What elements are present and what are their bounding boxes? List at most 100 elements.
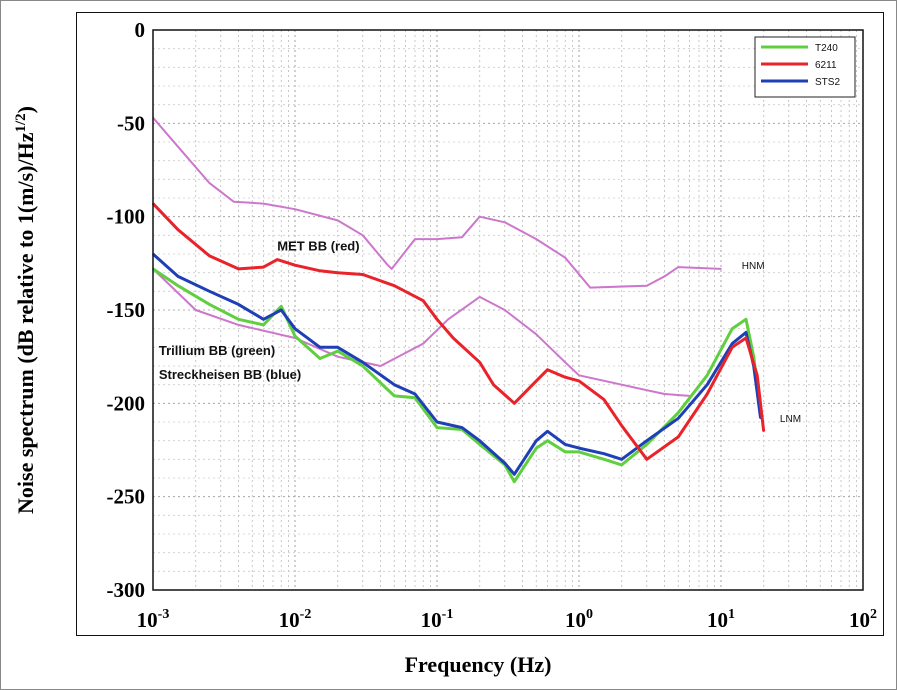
data-point (578, 374, 580, 377)
data-point (603, 452, 605, 455)
data-point (677, 417, 680, 420)
series-line-hnm (152, 117, 722, 289)
data-point (276, 258, 279, 261)
data-point (745, 337, 747, 339)
data-point (237, 324, 240, 326)
data-point (447, 318, 450, 321)
series-line-t240 (152, 267, 763, 484)
data-point (513, 480, 516, 483)
data-point (336, 271, 339, 274)
data-point (620, 424, 623, 427)
data-point (336, 219, 339, 222)
data-point (232, 200, 235, 203)
data-point (294, 335, 296, 337)
data-point (422, 299, 425, 302)
data-point (546, 368, 549, 371)
annotation-streckheisen-bb-blue: Streckheisen BB (blue) (159, 367, 301, 382)
y-axis-title-main: Noise spectrum (dB relative to 1(m/s)/Hz (13, 132, 38, 514)
data-point (478, 296, 481, 298)
data-point (546, 430, 549, 433)
annotation-lnm: LNM (780, 414, 801, 425)
data-point (731, 342, 734, 345)
y-axis-title-exponent: 1/2 (13, 113, 29, 132)
annotations: MET BB (red) Trillium BB (green) Streckhei… (159, 238, 801, 425)
x-axis-title: Frequency (Hz) (405, 652, 552, 677)
data-point (177, 228, 179, 231)
data-point (393, 383, 396, 386)
grid (152, 29, 864, 591)
annotation-trillium-bb-green: Trillium BB (green) (159, 343, 275, 358)
x-tick-exponent: 0 (586, 607, 593, 622)
data-point (745, 318, 747, 321)
data-point (663, 393, 666, 395)
data-point (336, 350, 339, 352)
data-point (436, 426, 438, 429)
annotation-met-bb-red: MET BB (red) (277, 238, 359, 253)
figure-inner-frame (76, 12, 884, 636)
data-point (603, 458, 605, 461)
data-point (181, 150, 183, 153)
data-point (336, 346, 339, 349)
data-point (603, 398, 605, 401)
data-point (503, 462, 506, 464)
data-point (492, 383, 495, 386)
data-point (564, 256, 567, 259)
x-tick-base: 10 (279, 608, 300, 632)
data-point (436, 238, 438, 240)
data-point (620, 458, 623, 461)
data-point (294, 264, 296, 267)
data-point (478, 439, 481, 442)
data-point (762, 430, 765, 433)
data-point (645, 458, 648, 461)
data-point (262, 266, 265, 268)
data-point (461, 426, 463, 429)
data-point (745, 331, 747, 334)
y-tick-label: -100 (107, 205, 146, 229)
data-point (208, 255, 211, 257)
x-tick-base: 10 (421, 608, 442, 632)
data-point (208, 182, 211, 184)
data-point (720, 268, 722, 270)
data-point (361, 365, 364, 367)
data-point (677, 411, 680, 414)
series-line-met-bb-red (151, 202, 766, 461)
data-point (414, 396, 416, 399)
x-tick-label: 101 (707, 607, 735, 632)
series-line-lnm (152, 268, 690, 397)
data-point (319, 357, 321, 360)
legend: T240 6211 STS2 (754, 36, 856, 98)
y-axis-title-close: ) (13, 106, 38, 113)
data-point (436, 318, 438, 321)
data-point (478, 215, 481, 218)
x-tick-base: 10 (137, 608, 158, 632)
data-point (262, 324, 265, 326)
annotation-hnm: HNM (742, 261, 765, 272)
x-tick-base: 10 (565, 608, 586, 632)
data-point (452, 337, 454, 339)
y-tick-label: -200 (107, 391, 146, 415)
data-point (280, 309, 283, 311)
data-point (390, 268, 393, 270)
data-point (503, 221, 506, 224)
data-point (513, 402, 516, 405)
y-tick-label: 0 (135, 18, 146, 42)
y-axis-title: Noise spectrum (dB relative to 1(m/s)/Hz… (13, 106, 38, 514)
data-point (620, 464, 623, 466)
y-tick-label: -300 (107, 578, 146, 602)
x-tick-exponent: 1 (728, 607, 735, 622)
data-point (422, 342, 425, 345)
data-point (237, 303, 240, 306)
data-point (503, 309, 506, 311)
data-point (194, 309, 197, 311)
data-point (379, 365, 382, 367)
data-point (564, 451, 567, 453)
data-point (177, 284, 179, 287)
series-line-sts2 (151, 252, 763, 476)
data-point (578, 451, 580, 453)
legend-label-t240: T240 (815, 43, 838, 54)
legend-label-6211: 6211 (815, 60, 837, 71)
x-tick-exponent: -1 (442, 607, 454, 622)
data-point (677, 266, 680, 268)
data-point (513, 473, 516, 476)
data-point (535, 439, 538, 442)
